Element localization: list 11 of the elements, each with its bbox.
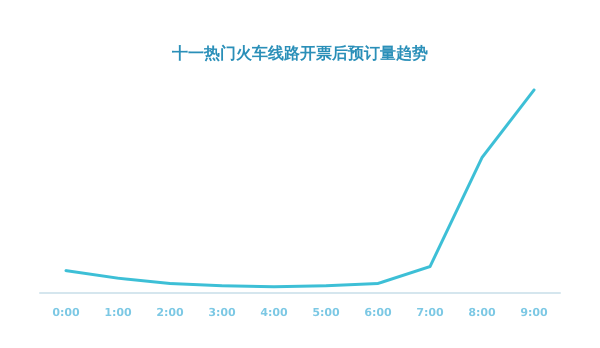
x-tick-label: 2:00 <box>156 306 184 319</box>
x-tick-label: 7:00 <box>416 306 444 319</box>
x-tick-label: 8:00 <box>468 306 496 319</box>
x-tick-label: 5:00 <box>312 306 340 319</box>
x-tick-label: 4:00 <box>260 306 288 319</box>
x-tick-label: 3:00 <box>208 306 236 319</box>
x-tick-label: 6:00 <box>364 306 392 319</box>
chart-title: 十一热门火车线路开票后预订量趋势 <box>171 44 428 62</box>
x-tick-label: 1:00 <box>104 306 132 319</box>
x-tick-label: 0:00 <box>52 306 80 319</box>
x-tick-label: 9:00 <box>520 306 548 319</box>
